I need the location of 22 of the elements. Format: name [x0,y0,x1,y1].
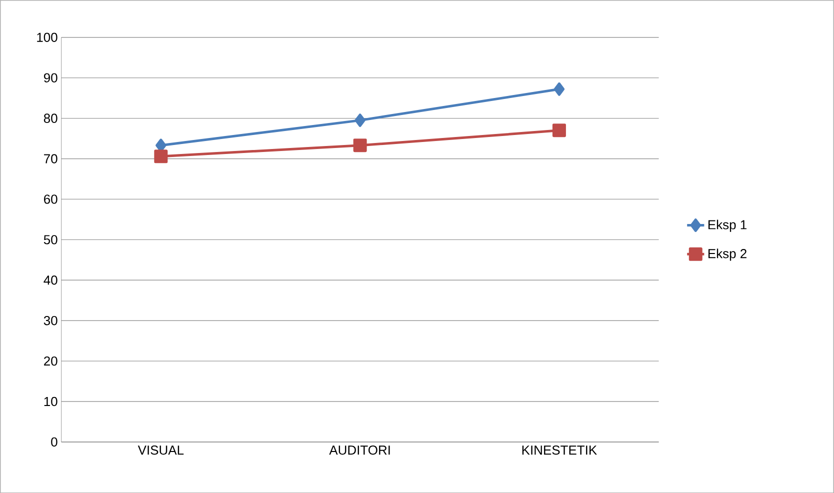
y-tick-label: 90 [44,73,58,82]
point [552,124,566,138]
x-tick-label: AUDITORI [329,445,390,455]
y-tick-label: 50 [44,234,58,244]
point [554,82,565,96]
y-tick-label: 70 [44,154,58,164]
point [154,149,168,163]
y-tick-label: 80 [44,114,58,123]
y-tick-label: 60 [44,194,58,204]
y-tick-label: 40 [44,275,58,285]
y-tick-label: 20 [44,356,58,366]
point [354,113,366,127]
x-tick-label: KINESTETIK [522,445,597,455]
y-tick-label: 10 [44,396,58,406]
point [353,138,367,152]
y-tick-label: 100 [37,32,58,42]
y-tick-label: 30 [44,316,58,326]
legend-label: Eksp 2 [708,248,746,261]
x-tick-label: VISUAL [138,445,184,455]
point [156,138,166,152]
legend-label: Eksp 1 [708,220,746,232]
y-tick-label: 0 [51,437,58,446]
